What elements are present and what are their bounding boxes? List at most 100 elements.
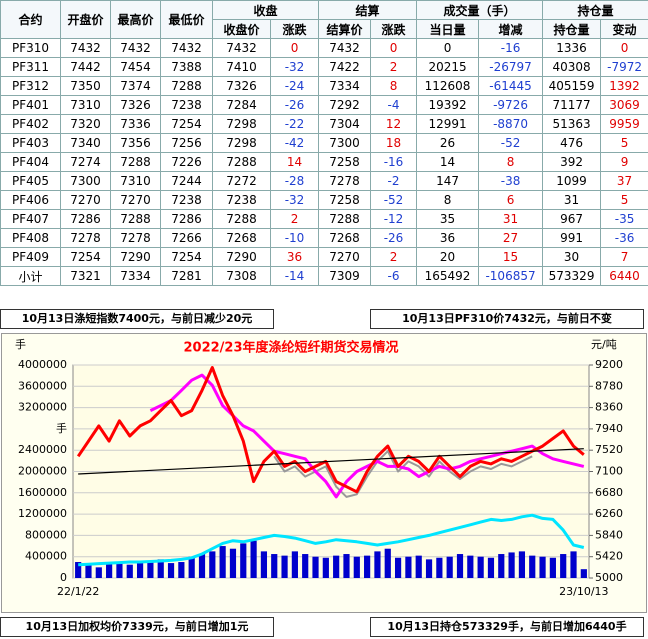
value-cell: 7266 [160, 228, 213, 248]
bar [95, 567, 102, 578]
bar [116, 562, 123, 578]
value-cell: 7356 [110, 133, 161, 153]
value-cell: -38 [478, 171, 544, 191]
y-tick-label: 1600000 [18, 486, 67, 499]
table-row: PF406 7270 7270 7238 7238 -32 7258 -52 8 6 31 5 [0, 190, 648, 210]
value-cell: 36 [269, 247, 320, 267]
contract-cell: PF406 [0, 190, 61, 210]
group-header: 成交量（手） [416, 0, 544, 20]
note: 10月13日加权均价7339元，与前日增加1元 [0, 617, 274, 637]
contract-cell: PF403 [0, 133, 61, 153]
value-cell: 71177 [542, 95, 602, 115]
value-cell: 7 [600, 247, 648, 267]
value-cell: 6 [478, 190, 544, 210]
value-cell: 37 [600, 171, 648, 191]
contract-cell: PF310 [0, 38, 61, 58]
value-cell: 573329 [542, 266, 602, 286]
bar [312, 556, 319, 578]
value-cell: 26 [416, 133, 480, 153]
value-cell: 6440 [600, 266, 648, 286]
bar [260, 551, 268, 578]
value-cell: 7300 [60, 171, 111, 191]
quote-table: 合约 开盘价 最高价 最低价 收盘 结算 成交量（手） 持仓量 收盘价 涨跌 结算价 涨跌 当日量 增减持… [0, 0, 648, 286]
y2-tick-label: 7520 [595, 443, 623, 456]
value-cell: 0 [416, 38, 480, 58]
value-cell: 7270 [60, 190, 111, 210]
y-tick-label: 3200000 [18, 401, 67, 414]
value-cell: -36 [600, 228, 648, 248]
value-cell: 7442 [60, 57, 111, 77]
bar [167, 563, 175, 578]
value-cell: 7432 [110, 38, 161, 58]
value-cell: 147 [416, 171, 480, 191]
value-cell: 7254 [160, 114, 213, 134]
value-cell: -16 [478, 38, 544, 58]
value-cell: 7256 [160, 133, 213, 153]
value-cell: 30 [542, 247, 602, 267]
table-row: PF402 7320 7336 7254 7298 -22 7304 12 12991 -8870… [0, 114, 648, 134]
column-header: 涨跌 [370, 19, 418, 39]
value-cell: 40308 [542, 57, 602, 77]
contract-cell: PF312 [0, 76, 61, 96]
value-cell: -22 [269, 114, 320, 134]
value-cell: 31 [478, 209, 544, 229]
value-cell: 7288 [212, 152, 271, 172]
bar [580, 569, 587, 578]
value-cell: 7288 [160, 76, 213, 96]
bar [394, 557, 402, 578]
value-cell: -106857 [478, 266, 544, 286]
value-cell: 9 [600, 152, 648, 172]
bar [436, 557, 443, 578]
value-cell: -35 [600, 209, 648, 229]
y2-tick-label: 8360 [595, 401, 623, 414]
value-cell: 7288 [318, 209, 372, 229]
bar [178, 562, 185, 578]
column-header: 变动 [600, 19, 648, 39]
bar [271, 554, 278, 578]
y-tick-label: 手 [56, 421, 67, 435]
contract-cell: PF405 [0, 171, 61, 191]
bar [405, 556, 412, 578]
column-header: 收盘价 [212, 19, 271, 39]
contract-cell: PF408 [0, 228, 61, 248]
value-cell: 7244 [160, 171, 213, 191]
contract-cell: PF409 [0, 247, 61, 267]
value-cell: 0 [370, 38, 418, 58]
value-cell: 7334 [110, 266, 161, 286]
bar [374, 551, 381, 578]
table-row: PF408 7278 7278 7266 7268 -10 7268 -26 36 27 991 -3… [0, 228, 648, 248]
value-cell: 7278 [110, 228, 161, 248]
column-header: 增减 [478, 19, 544, 39]
header-row: 收盘价 涨跌 结算价 涨跌 当日量 增减 持仓量 变动 [1, 19, 648, 39]
column-header: 开盘价 [60, 0, 111, 39]
value-cell: 7336 [110, 114, 161, 134]
value-cell: 7422 [318, 57, 372, 77]
value-cell: 7288 [110, 209, 161, 229]
value-cell: 7286 [60, 209, 111, 229]
table-row: PF311 7442 7454 7388 7410 -32 7422 2 20215 -26797… [0, 57, 648, 77]
value-cell: 7278 [318, 171, 372, 191]
value-cell: 1392 [600, 76, 648, 96]
contract-cell: PF311 [0, 57, 61, 77]
value-cell: 7308 [212, 266, 271, 286]
column-header: 合约 [0, 0, 61, 39]
value-cell: -14 [269, 266, 320, 286]
chart-title: 2022/23年度涤纶短纤期货交易情况 [183, 340, 398, 356]
value-cell: 7238 [160, 190, 213, 210]
y-tick-label: 2000000 [18, 465, 67, 478]
table-row: PF404 7274 7288 7226 7288 14 7258 -16 14 8 392 9 [0, 152, 648, 172]
value-cell: 7286 [160, 209, 213, 229]
bar [302, 554, 309, 578]
value-cell: 7274 [60, 152, 111, 172]
y2-tick-label: 6680 [595, 486, 623, 499]
value-cell: 3069 [600, 95, 648, 115]
y2-tick-label: 9200 [595, 358, 623, 371]
value-cell: -10 [269, 228, 320, 248]
group-header: 持仓量 [542, 0, 648, 20]
contract-cell: PF407 [0, 209, 61, 229]
value-cell: -26797 [478, 57, 544, 77]
value-cell: 7288 [212, 209, 271, 229]
value-cell: -26 [269, 95, 320, 115]
value-cell: 7326 [110, 95, 161, 115]
column-header: 最低价 [160, 0, 213, 39]
